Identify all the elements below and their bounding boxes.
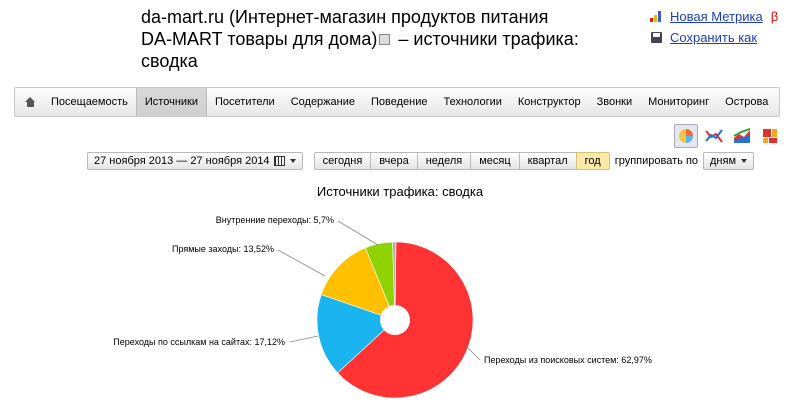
slice-label: Внутренние переходы: 5,7% bbox=[216, 215, 334, 225]
chart-type-switcher bbox=[674, 124, 782, 148]
period-today-button[interactable]: сегодня bbox=[313, 152, 372, 170]
document-icon[interactable] bbox=[379, 33, 391, 45]
period-month-button[interactable]: месяц bbox=[470, 152, 520, 170]
title-line2: DA-MART товары для дома) bbox=[141, 29, 378, 49]
period-yesterday-button[interactable]: вчера bbox=[370, 152, 418, 170]
chevron-down-icon bbox=[741, 159, 748, 163]
period-buttons: сегодня вчера неделя месяц квартал год bbox=[313, 152, 610, 170]
save-as-link[interactable]: Сохранить как bbox=[670, 29, 758, 45]
title-line3: сводка bbox=[141, 51, 198, 71]
period-year-button[interactable]: год bbox=[575, 152, 610, 170]
nav-behavior[interactable]: Поведение bbox=[371, 96, 428, 108]
page-title: da-mart.ru (Интернет-магазин продуктов п… bbox=[141, 6, 601, 72]
top-links: Новая Метрика β Сохранить как bbox=[650, 6, 800, 48]
slice-label-connector bbox=[277, 249, 326, 277]
chevron-down-icon bbox=[289, 159, 296, 163]
area-chart-icon[interactable] bbox=[730, 124, 754, 148]
slice-label: Переходы по ссылкам на сайтах: 17,12% bbox=[113, 337, 285, 347]
main-nav: Посещаемость Источники Посетители Содерж… bbox=[14, 87, 780, 117]
date-range-text: 27 ноября 2013 — 27 ноября 2014 bbox=[94, 155, 270, 167]
nav-home[interactable] bbox=[15, 88, 43, 116]
date-range-picker[interactable]: 27 ноября 2013 — 27 ноября 2014 bbox=[87, 152, 303, 170]
pie-chart-icon[interactable] bbox=[674, 124, 698, 148]
floppy-disk-icon bbox=[651, 31, 662, 43]
period-toolbar: 27 ноября 2013 — 27 ноября 2014 сегодня … bbox=[87, 152, 755, 170]
group-by-select[interactable]: дням bbox=[703, 152, 755, 170]
period-quarter-button[interactable]: квартал bbox=[518, 152, 577, 170]
slice-label-connector bbox=[465, 345, 481, 361]
new-metrika-link[interactable]: Новая Метрика bbox=[670, 8, 763, 24]
treemap-chart-icon[interactable] bbox=[758, 124, 782, 148]
group-by-label: группировать по bbox=[614, 155, 699, 167]
group-by-value: дням bbox=[710, 155, 737, 167]
nav-calls[interactable]: Звонки bbox=[596, 96, 633, 108]
nav-islands[interactable]: Острова bbox=[725, 96, 769, 108]
new-metrika-row: Новая Метрика β bbox=[650, 6, 800, 26]
home-icon bbox=[24, 96, 36, 108]
beta-badge: β bbox=[770, 8, 779, 24]
slice-label: Переходы из поисковых систем: 62,97% bbox=[484, 355, 652, 365]
nav-sources[interactable]: Источники bbox=[135, 88, 207, 116]
nav-visitors[interactable]: Посетители bbox=[215, 96, 275, 108]
nav-traffic[interactable]: Посещаемость bbox=[51, 96, 128, 108]
nav-content[interactable]: Содержание bbox=[290, 96, 355, 108]
nav-constructor[interactable]: Конструктор bbox=[517, 96, 581, 108]
title-suffix: – источники трафика: bbox=[393, 29, 579, 49]
chart-title: Источники трафика: сводка bbox=[316, 184, 484, 199]
calendar-icon bbox=[273, 156, 285, 166]
slice-label-connector bbox=[337, 220, 379, 246]
pie-slice[interactable] bbox=[316, 294, 396, 374]
slice-label: Прямые заходы: 13,52% bbox=[172, 244, 274, 254]
save-as-row: Сохранить как bbox=[650, 27, 800, 47]
slice-label-connector bbox=[289, 335, 319, 343]
pie-slice[interactable] bbox=[392, 241, 397, 321]
title-line1: da-mart.ru (Интернет-магазин продуктов п… bbox=[141, 7, 549, 27]
line-chart-icon[interactable] bbox=[702, 124, 726, 148]
metrika-bars-icon bbox=[650, 10, 664, 22]
nav-monitoring[interactable]: Мониторинг bbox=[648, 96, 710, 108]
pie-center-hole bbox=[380, 305, 410, 335]
nav-technologies[interactable]: Технологии bbox=[443, 96, 502, 108]
pie-slice[interactable] bbox=[320, 247, 396, 321]
